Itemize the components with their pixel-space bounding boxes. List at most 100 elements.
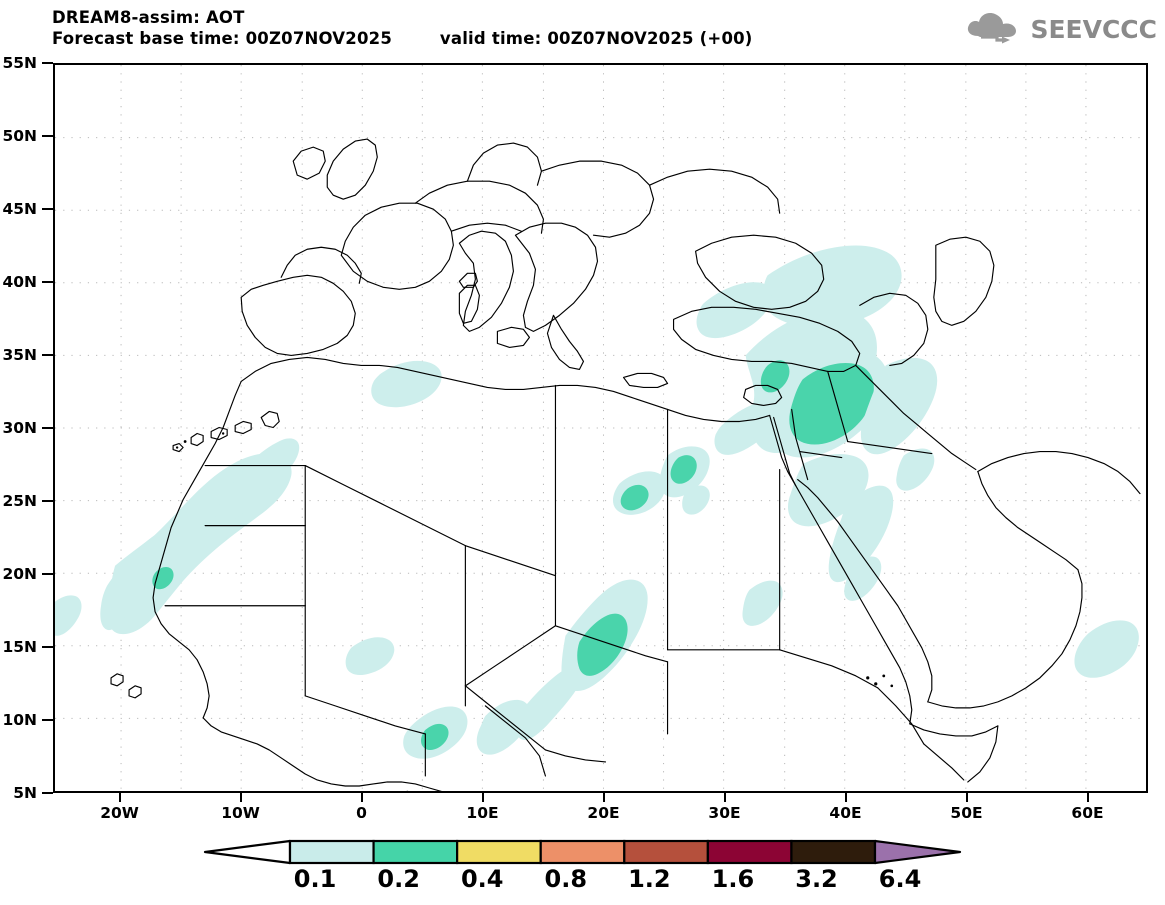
x-tick-label: 20E [587,804,620,822]
x-tick-label: 60E [1071,804,1104,822]
colorbar-swatches [203,839,962,865]
aot-redsea-small [844,556,882,601]
y-tick-label: 30N [2,419,37,437]
aot-iraq-band [860,357,938,455]
colorbar: 0.1 0.2 0.4 0.8 1.2 1.6 3.2 6.4 [0,836,1165,905]
y-tick-mark [42,281,53,283]
colorbar-tick-label: 0.8 [544,865,588,893]
valid-time-label: valid time: [439,29,542,48]
page-title: DREAM8-assim: AOT [52,8,245,27]
aot-bodele-core [577,613,628,676]
y-tick-label: 50N [2,127,37,145]
colorbar-tick-label: 6.4 [878,865,922,893]
colorbar-segment [539,839,626,865]
x-tick-mark [723,793,726,802]
x-tick-label: 10W [221,804,260,822]
x-tick-label: 30E [708,804,741,822]
y-tick-label: 15N [2,638,37,656]
aot-anatolia-band [762,245,902,328]
y-tick-mark [42,792,53,794]
x-tick-mark [602,793,605,802]
seevccc-logo: SEEVCCC [964,10,1157,48]
x-tick-label: 40E [829,804,862,822]
aot-algeria-patch [371,360,442,408]
x-tick-mark [1086,793,1089,802]
aot-niger-small [345,637,395,675]
map-coastlines [110,138,1141,791]
y-axis: 55N 50N 45N 40N 35N 30N 25N 20N 15N 10N 5N [0,0,53,905]
cloud-icon [964,10,1024,48]
colorbar-segment [288,839,375,865]
x-axis: 20W 10W 0 10E 20E 30E 40E 50E 60E [0,793,1165,833]
aot-oman-patch [1074,620,1139,678]
y-tick-mark [42,208,53,210]
aot-atlantic-edge [55,595,82,636]
x-tick-label: 20W [100,804,139,822]
map-small-islands [175,432,894,791]
colorbar-tick-label: 1.2 [628,865,671,893]
y-tick-label: 55N [2,54,37,72]
x-tick-mark [239,793,242,802]
base-time-value: 00Z07NOV2025 [245,29,392,48]
aot-niger-patch2 [476,699,530,755]
y-tick-label: 35N [2,346,37,364]
colorbar-segment [456,839,542,865]
map-canvas [55,65,1146,791]
colorbar-tick-label: 0.4 [460,865,504,893]
colorbar-over-arrow [873,839,962,865]
y-tick-mark [42,500,53,502]
aot-morocco-plume [215,438,300,525]
aot-sahel-core [421,723,449,751]
base-time-label: Forecast base time: [52,29,240,48]
colorbar-segment [372,839,459,865]
y-tick-label: 5N [13,784,37,802]
aot-chad-tail [517,667,582,741]
aot-band-0.1-0.2-b [100,527,176,631]
x-tick-label: 10E [466,804,499,822]
colorbar-segment [706,839,793,865]
logo-text: SEEVCCC [1030,14,1157,44]
x-tick-mark [481,793,484,802]
aot-contour-layer [55,245,1139,759]
y-tick-mark [42,646,53,648]
aot-core-west-africa [152,567,174,590]
x-tick-mark [360,793,363,802]
x-tick-mark [965,793,968,802]
y-tick-mark [42,354,53,356]
x-tick-mark [844,793,847,802]
aot-egypt-core2 [670,455,697,484]
colorbar-tick-label: 3.2 [795,865,838,893]
colorbar-segment [623,839,709,865]
colorbar-under-arrow [203,839,292,865]
aot-syria-core [789,363,874,445]
time-info-line: Forecast base time: 00Z07NOV2025 valid t… [52,29,952,49]
y-tick-label: 10N [2,711,37,729]
y-tick-mark [42,62,53,64]
y-tick-label: 25N [2,492,37,510]
y-tick-mark [42,427,53,429]
aot-libya-small [682,485,710,515]
aot-sudan-patch [742,580,783,626]
aot-turkey-core-small [760,360,790,393]
aot-egypt-core [620,484,649,511]
colorbar-tick-label: 0.2 [377,865,420,893]
colorbar-tick-labels: 0.1 0.2 0.4 0.8 1.2 1.6 3.2 6.4 [0,865,1165,899]
aot-blacksea-left [696,282,772,339]
y-tick-label: 45N [2,200,37,218]
valid-time-value: 00Z07NOV2025 [547,29,694,48]
x-tick-label: 50E [950,804,983,822]
colorbar-tick-label: 1.6 [711,865,755,893]
y-tick-mark [42,135,53,137]
colorbar-tick-label: 0.1 [293,865,337,893]
y-tick-label: 40N [2,273,37,291]
y-tick-mark [42,573,53,575]
x-tick-mark [118,793,121,802]
y-tick-label: 20N [2,565,37,583]
y-tick-mark [42,719,53,721]
x-tick-label: 0 [356,804,367,822]
aot-saudi-patch1 [896,448,935,491]
map-plot-area [53,63,1148,793]
chart-header: DREAM8-assim: AOT Forecast base time: 00… [52,8,952,49]
aot-redsea-corridor [828,485,894,583]
